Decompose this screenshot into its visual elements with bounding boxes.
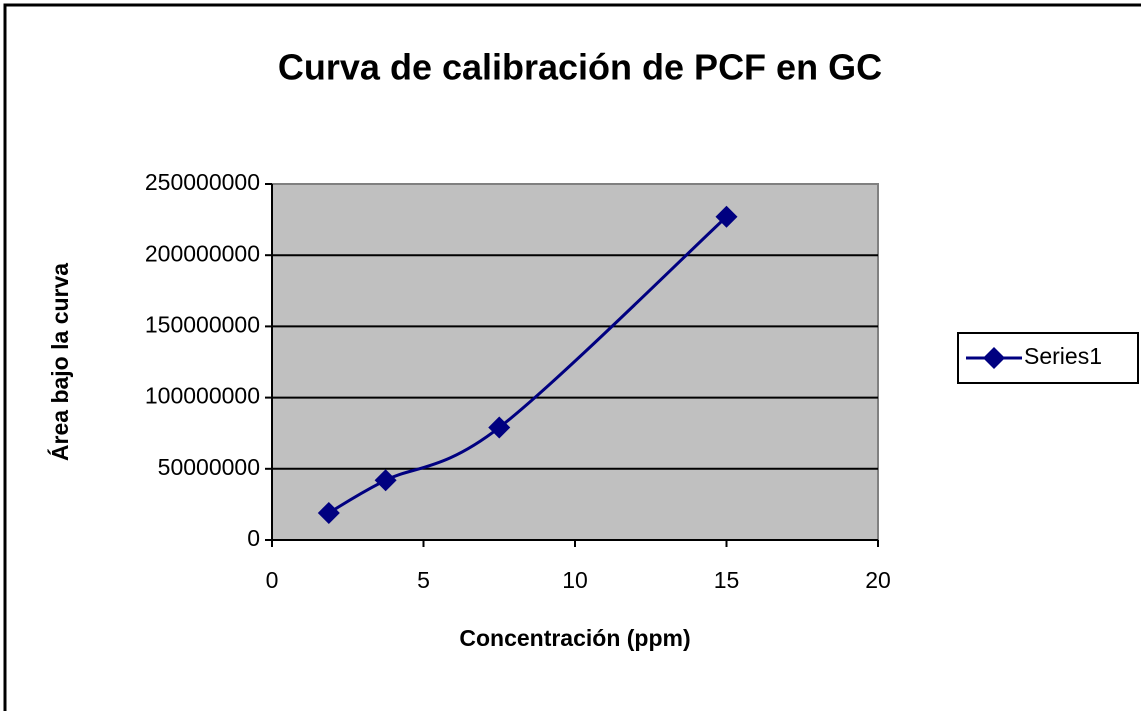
y-tick-label: 50000000 [158,454,260,480]
y-tick-label: 250000000 [145,169,260,195]
y-tick-label: 150000000 [145,311,260,337]
x-axis-title: Concentración (ppm) [459,625,690,651]
series-line [328,215,728,515]
y-tick-label: 200000000 [145,240,260,266]
chart-title: Curva de calibración de PCF en GC [278,47,882,88]
y-tick-label: 0 [247,525,260,551]
x-tick-label: 0 [266,567,279,593]
legend-label: Series1 [1024,343,1102,369]
x-tick-label: 15 [714,567,740,593]
data-point [374,469,397,492]
y-axis-title: Área bajo la curva [46,263,73,461]
data-point [488,416,511,439]
data-point [715,205,738,228]
y-tick-label: 100000000 [145,383,260,409]
x-tick-label: 10 [562,567,588,593]
x-tick-label: 5 [417,567,430,593]
legend-marker [983,347,1005,369]
data-point [317,501,340,524]
x-tick-label: 20 [865,567,891,593]
